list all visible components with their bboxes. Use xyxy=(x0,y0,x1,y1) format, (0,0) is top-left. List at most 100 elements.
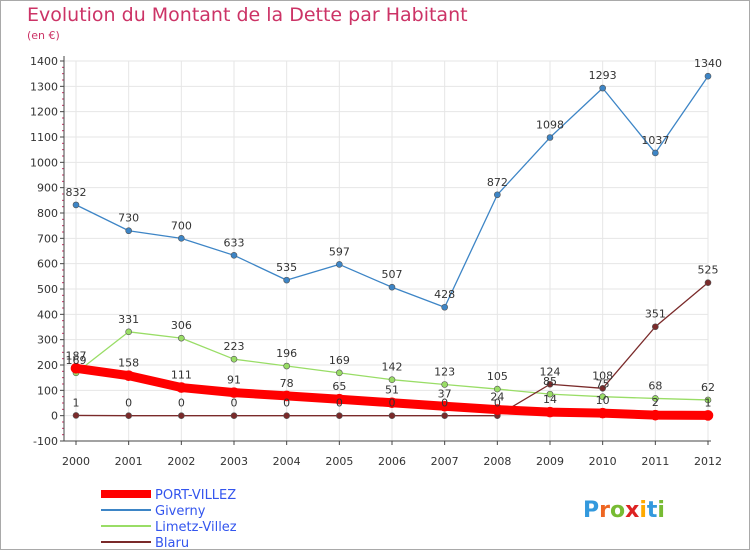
data-label-giverny: 730 xyxy=(118,212,139,225)
axes: -100010020030040050060070080090010001100… xyxy=(30,55,722,468)
data-label-blaru: 351 xyxy=(645,308,666,321)
x-tick-label: 2009 xyxy=(536,455,564,468)
data-label-giverny: 1293 xyxy=(589,69,617,82)
data-point-giverny xyxy=(388,283,396,291)
data-label-limetz-villez: 105 xyxy=(487,370,508,383)
data-label-limetz-villez: 142 xyxy=(382,361,403,374)
x-tick-label: 2012 xyxy=(694,455,722,468)
data-label-giverny: 700 xyxy=(171,219,192,232)
data-point-giverny xyxy=(72,201,80,209)
data-point-port-villez xyxy=(176,382,187,393)
data-label-blaru: 0 xyxy=(336,397,343,410)
logo-letter: o xyxy=(610,498,625,523)
data-label-limetz-villez: 196 xyxy=(276,347,297,360)
data-point-blaru xyxy=(388,412,396,419)
data-point-blaru xyxy=(336,412,343,419)
data-label-limetz-villez: 75 xyxy=(596,378,610,391)
y-tick-label: 400 xyxy=(37,308,58,321)
data-point-blaru xyxy=(546,380,554,388)
data-label-limetz-villez: 169 xyxy=(329,354,350,367)
data-label-blaru: 0 xyxy=(389,397,396,410)
data-point-port-villez xyxy=(281,390,292,402)
data-point-limetz-villez xyxy=(704,396,712,404)
data-label-port-villez: 158 xyxy=(118,357,139,370)
data-point-blaru xyxy=(704,279,712,286)
data-label-port-villez: 2 xyxy=(652,396,659,409)
data-label-port-villez: 91 xyxy=(227,374,241,387)
logo-letter: r xyxy=(599,498,610,523)
y-tick-label: 1400 xyxy=(30,55,58,68)
x-tick-label: 2004 xyxy=(273,455,301,468)
data-labels: 8327307006335355975074288721098129310371… xyxy=(66,57,723,409)
data-label-limetz-villez: 169 xyxy=(66,354,87,367)
data-point-giverny xyxy=(599,84,606,92)
data-point-limetz-villez xyxy=(546,390,554,398)
legend-label-giverny: Giverny xyxy=(155,504,206,519)
data-point-limetz-villez xyxy=(388,376,396,383)
data-label-giverny: 507 xyxy=(382,268,403,281)
data-point-port-villez xyxy=(70,362,82,374)
data-point-blaru xyxy=(441,412,448,419)
data-label-blaru: 0 xyxy=(283,397,290,410)
logo-letter: i xyxy=(657,498,665,523)
data-point-limetz-villez xyxy=(178,334,185,342)
data-label-giverny: 633 xyxy=(224,236,245,249)
series-lines xyxy=(70,72,714,421)
x-tick-label: 2003 xyxy=(220,455,248,468)
data-label-limetz-villez: 306 xyxy=(171,319,192,332)
x-tick-label: 2007 xyxy=(431,455,459,468)
data-point-limetz-villez xyxy=(283,362,290,370)
y-tick-label: 0 xyxy=(51,410,58,423)
data-point-giverny xyxy=(546,134,554,141)
data-point-port-villez xyxy=(597,407,608,419)
x-tick-label: 2008 xyxy=(483,455,511,468)
data-label-port-villez: 51 xyxy=(385,384,399,397)
data-point-giverny xyxy=(652,149,659,157)
data-point-blaru xyxy=(283,412,290,419)
data-label-giverny: 832 xyxy=(66,186,87,199)
data-point-limetz-villez xyxy=(230,355,238,363)
data-label-giverny: 535 xyxy=(276,261,297,274)
data-point-port-villez xyxy=(544,406,556,418)
y-tick-label: 1100 xyxy=(30,131,58,144)
x-tick-label: 2006 xyxy=(378,455,406,468)
data-label-limetz-villez: 331 xyxy=(118,313,139,326)
data-label-giverny: 428 xyxy=(434,288,455,301)
data-point-limetz-villez xyxy=(494,385,501,393)
x-tick-label: 2000 xyxy=(62,455,90,468)
data-label-port-villez: 111 xyxy=(171,369,192,382)
data-label-giverny: 1098 xyxy=(536,119,564,132)
data-point-limetz-villez xyxy=(652,395,659,402)
data-label-blaru: 0 xyxy=(178,397,185,410)
data-point-limetz-villez xyxy=(441,381,448,388)
data-label-port-villez: 187 xyxy=(66,349,87,362)
data-label-giverny: 1340 xyxy=(694,57,722,70)
data-point-port-villez xyxy=(123,370,134,381)
data-label-blaru: 0 xyxy=(441,397,448,410)
x-tick-label: 2002 xyxy=(167,455,195,468)
data-label-limetz-villez: 123 xyxy=(434,366,455,379)
data-point-giverny xyxy=(125,227,132,235)
data-label-giverny: 872 xyxy=(487,176,508,189)
data-point-giverny xyxy=(178,235,185,242)
data-label-port-villez: 1 xyxy=(705,396,712,409)
x-tick-label: 2001 xyxy=(115,455,143,468)
data-point-giverny xyxy=(704,72,712,80)
data-point-giverny xyxy=(494,191,501,199)
data-label-limetz-villez: 62 xyxy=(701,381,715,394)
data-point-giverny xyxy=(441,303,448,311)
data-label-port-villez: 24 xyxy=(490,391,504,404)
data-point-blaru xyxy=(72,412,80,419)
data-point-limetz-villez xyxy=(336,369,343,377)
data-label-blaru: 0 xyxy=(494,397,501,410)
legend-label-port-villez: PORT-VILLEZ xyxy=(155,488,236,503)
data-point-blaru xyxy=(599,385,606,392)
data-label-port-villez: 10 xyxy=(596,394,610,407)
logo-letter: P xyxy=(583,498,599,523)
data-point-blaru xyxy=(178,412,185,419)
y-tick-label: 300 xyxy=(37,334,58,347)
y-tick-label: 1300 xyxy=(30,80,58,93)
